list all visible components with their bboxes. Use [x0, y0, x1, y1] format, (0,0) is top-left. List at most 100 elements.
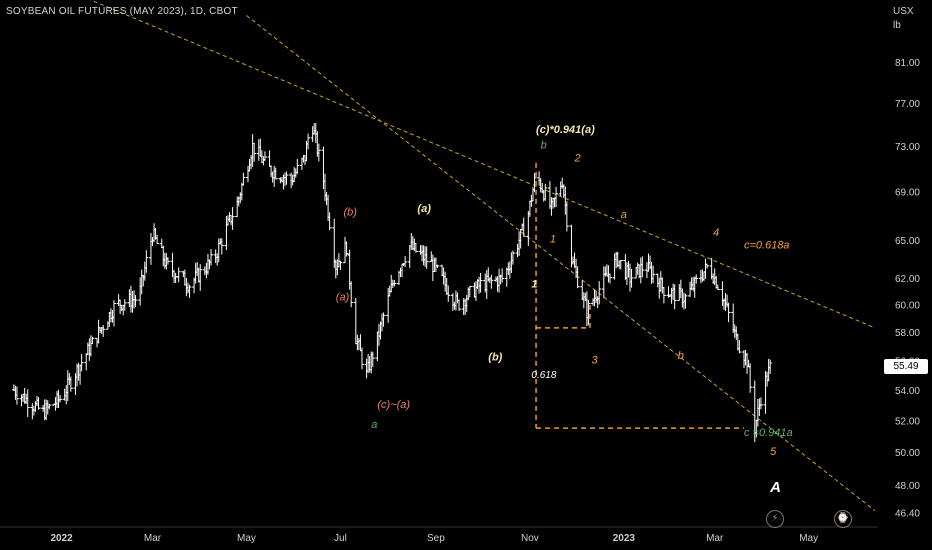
wave-label: (c)~(a) — [377, 399, 410, 411]
ohlc-bar — [661, 287, 666, 304]
ohlc-bar — [68, 376, 73, 392]
time-tick-label: Sep — [427, 533, 445, 544]
time-tick-label: May — [799, 533, 818, 544]
ohlc-bar — [381, 312, 386, 327]
ohlc-bar — [198, 264, 203, 291]
ohlc-bar — [758, 397, 763, 410]
wave-label: 1 — [531, 278, 537, 290]
wave-annotations: (c)*0.941(a) b 2 1 1 a 3 b 4 c=0.618a 0.618 c =0.94… — [336, 124, 793, 496]
ohlc-bar — [47, 403, 52, 410]
price-axis[interactable]: 81.00 77.00 73.00 69.00 65.00 62.00 60.00 58.00… — [895, 58, 920, 519]
ohlc-bar — [349, 281, 354, 308]
ohlc-bar — [84, 353, 89, 371]
ohlc-bar — [25, 389, 30, 418]
ohlc-bar — [543, 183, 548, 201]
ohlc-bar — [532, 173, 537, 193]
ohlc-bar — [629, 268, 634, 288]
ohlc-bar — [607, 273, 612, 284]
ohlc-bar — [478, 272, 483, 293]
time-tick-label: 2023 — [613, 533, 636, 544]
ohlc-bar — [683, 293, 688, 309]
trendlines — [89, 0, 876, 512]
ohlc-bar — [295, 158, 300, 175]
ohlc-bar — [768, 359, 773, 374]
ohlc-bar — [489, 274, 494, 289]
time-tick-label: Nov — [521, 533, 539, 544]
ohlc-bar — [111, 300, 116, 327]
ohlc-bar — [424, 246, 429, 269]
ohlc-bars — [11, 122, 773, 442]
wave-label: b — [541, 139, 547, 151]
wave-label: (c)*0.941(a) — [536, 124, 595, 136]
time-tick-label: Jul — [334, 533, 347, 544]
ohlc-bar — [705, 263, 710, 269]
ohlc-bar — [14, 386, 19, 405]
ohlc-bar — [715, 284, 720, 291]
wave-label: 5 — [770, 446, 777, 458]
ohlc-bar — [392, 280, 397, 287]
ohlc-bar — [209, 248, 214, 266]
ohlc-bar — [36, 397, 41, 410]
ohlc-bar — [413, 242, 418, 253]
wave-label: (a) — [417, 203, 431, 215]
ohlc-bar — [252, 142, 257, 162]
wave-label: 0.618 — [531, 370, 556, 381]
ohlc-bar — [144, 250, 149, 273]
ohlc-bar — [467, 285, 472, 298]
price-tick-label: 48.00 — [895, 481, 920, 492]
ohlc-bar — [457, 299, 462, 311]
price-tick-label: 69.00 — [895, 188, 920, 199]
lightning-icon[interactable]: ⚡ — [766, 510, 784, 528]
ohlc-bar — [338, 260, 343, 270]
wave-label: (a) — [336, 292, 350, 304]
time-axis[interactable]: 2022 Mar May Jul Sep Nov 2023 Mar May — [0, 526, 878, 544]
ohlc-bar — [306, 133, 311, 150]
wave-label: 3 — [591, 354, 598, 366]
ohlc-bar — [586, 299, 591, 326]
ohlc-bar — [187, 284, 192, 298]
price-tick-label: 60.00 — [895, 301, 920, 312]
ohlc-bar — [737, 340, 742, 354]
gauge-icon[interactable]: ⌚ — [834, 510, 852, 528]
price-tick-label: 46.40 — [895, 508, 920, 519]
wave-label: 4 — [713, 227, 719, 239]
price-tick-label: 54.00 — [895, 386, 920, 397]
ohlc-bar — [510, 250, 515, 265]
ohlc-bar — [284, 171, 289, 185]
wave-label: (b) — [488, 351, 502, 363]
wave-label: 1 — [550, 233, 556, 245]
price-tick-label: 52.00 — [895, 416, 920, 427]
ohlc-bar — [370, 351, 375, 368]
ohlc-bar — [640, 256, 645, 278]
wave-label: (b) — [343, 206, 357, 218]
ohlc-bar — [672, 284, 677, 310]
ohlc-bar — [273, 167, 278, 180]
ohlc-bar — [726, 302, 731, 323]
price-tick-label: 50.00 — [895, 448, 920, 459]
wave-label: A — [769, 479, 781, 496]
wave-label: c=0.618a — [744, 240, 790, 252]
price-tick-label: 73.00 — [895, 142, 920, 153]
ohlc-bar — [500, 268, 505, 283]
currency-code: USX — [893, 6, 914, 17]
chart-title: SOYBEAN OIL FUTURES (MAY 2023), 1D, CBOT — [6, 6, 238, 17]
ohlc-bar — [241, 172, 246, 186]
wave-label: c =0.941a — [744, 427, 793, 439]
trendline-2 — [246, 15, 876, 512]
ohlc-bar — [618, 260, 623, 270]
time-tick-label: Mar — [706, 533, 724, 544]
fibonacci-measure — [535, 162, 744, 429]
ohlc-bar — [575, 266, 580, 289]
price-tick-label: 81.00 — [895, 58, 920, 69]
time-tick-label: 2022 — [50, 533, 73, 544]
ohlc-bar — [79, 354, 84, 372]
ohlc-bar — [219, 238, 224, 255]
ohlc-bar — [446, 285, 451, 302]
ohlc-bar — [403, 256, 408, 268]
ohlc-bar — [58, 395, 63, 403]
ohlc-bar — [262, 151, 267, 162]
ohlc-bar — [359, 347, 364, 370]
ohlc-bar — [748, 363, 753, 393]
wave-label: a — [371, 419, 377, 431]
